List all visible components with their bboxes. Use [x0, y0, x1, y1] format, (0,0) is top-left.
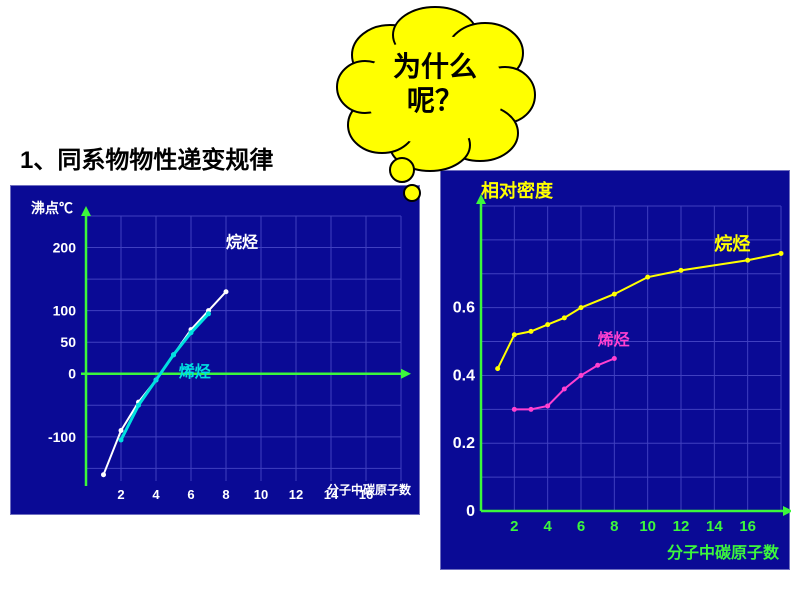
svg-text:烷烃: 烷烃 — [226, 233, 258, 252]
svg-text:8: 8 — [222, 487, 229, 502]
svg-text:4: 4 — [543, 518, 552, 535]
svg-text:8: 8 — [610, 518, 618, 535]
svg-text:10: 10 — [639, 518, 656, 535]
svg-text:12: 12 — [289, 487, 303, 502]
svg-text:烯烃: 烯烃 — [598, 330, 630, 349]
svg-text:-100: -100 — [48, 429, 76, 445]
svg-text:0: 0 — [466, 503, 475, 520]
density-chart: 相对密度 00.20.40.6246810121416烷烃烯烃 分子中碳原子数 — [440, 170, 790, 570]
boiling-point-chart: 沸点℃ -100050100200246810121416烷烃烯烃 分子中碳原子… — [10, 185, 420, 515]
svg-text:200: 200 — [53, 240, 77, 256]
svg-text:0.6: 0.6 — [453, 300, 475, 317]
svg-text:50: 50 — [60, 334, 76, 350]
svg-text:6: 6 — [577, 518, 585, 535]
svg-text:16: 16 — [739, 518, 756, 535]
svg-text:烯烃: 烯烃 — [179, 362, 211, 381]
svg-text:0: 0 — [68, 366, 76, 382]
svg-text:6: 6 — [187, 487, 194, 502]
svg-text:10: 10 — [254, 487, 268, 502]
cloud-text: 为什么 呢？ — [360, 50, 510, 117]
svg-text:0.2: 0.2 — [453, 435, 475, 452]
svg-text:14: 14 — [706, 518, 723, 535]
svg-text:4: 4 — [152, 487, 160, 502]
svg-text:烷烃: 烷烃 — [714, 233, 750, 254]
section-heading: 1、同系物物性递变规律 — [20, 140, 273, 175]
svg-text:2: 2 — [117, 487, 124, 502]
cloud-line1: 为什么 — [393, 51, 477, 82]
svg-text:0.4: 0.4 — [453, 367, 475, 384]
svg-text:12: 12 — [673, 518, 690, 535]
left-x-axis-title: 分子中碳原子数 — [327, 481, 411, 498]
svg-text:2: 2 — [510, 518, 518, 535]
cloud-line2: 呢？ — [407, 85, 463, 116]
right-x-axis-title: 分子中碳原子数 — [667, 539, 779, 563]
svg-text:100: 100 — [53, 303, 77, 319]
left-y-axis-title: 沸点℃ — [31, 198, 73, 218]
